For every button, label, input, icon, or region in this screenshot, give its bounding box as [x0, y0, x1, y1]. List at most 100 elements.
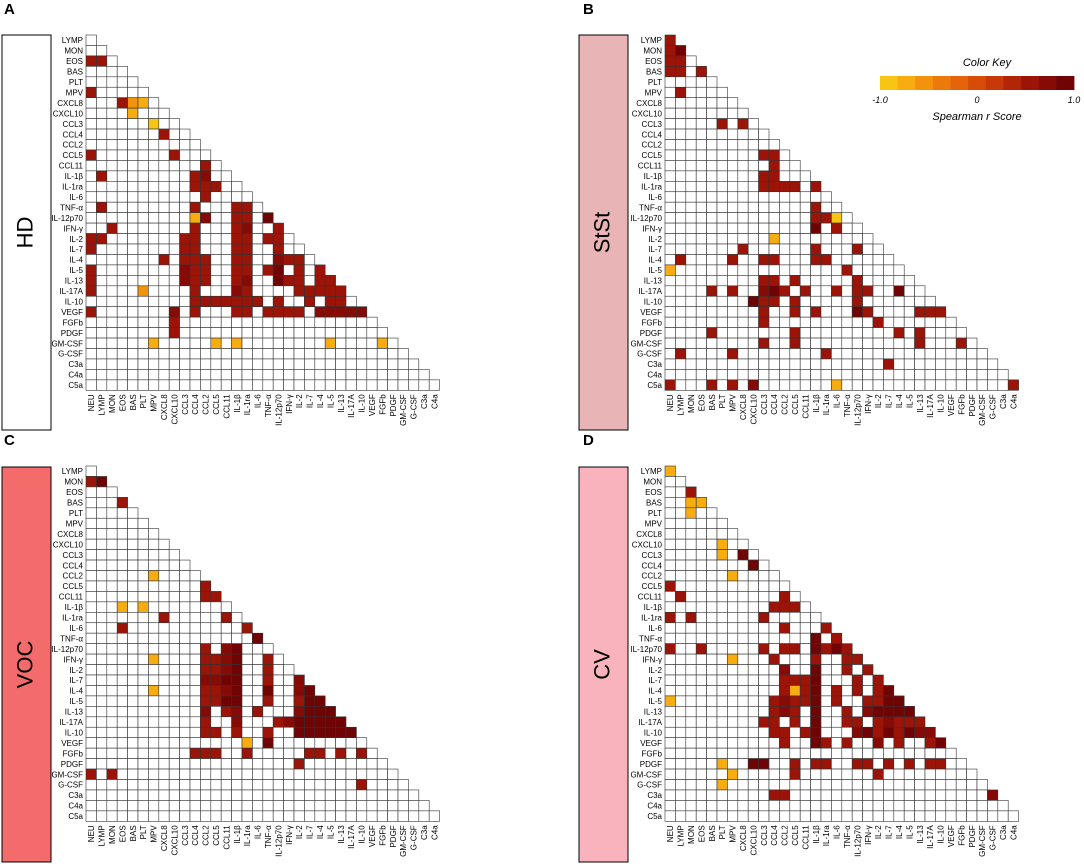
heatmap-cell-colored: [232, 665, 242, 675]
heatmap-cell: [894, 307, 904, 317]
heatmap-cell: [315, 369, 325, 379]
heatmap-cell: [748, 571, 758, 581]
heatmap-cell: [336, 769, 346, 779]
heatmap-cell: [883, 380, 893, 390]
heatmap-cell-colored: [325, 286, 335, 296]
heatmap-cell: [96, 811, 106, 821]
correlation-figure: AHDLYMPMONEOSBASPLTMPVCXCL8CXCL10CCL3CCL…: [0, 0, 1084, 867]
heatmap-cell: [873, 748, 883, 758]
heatmap-cell: [128, 275, 138, 285]
heatmap-cell: [686, 706, 696, 716]
heatmap-cell-colored: [790, 685, 800, 695]
heatmap-cell-colored: [232, 275, 242, 285]
heatmap-cell: [821, 359, 831, 369]
heatmap-cell-colored: [190, 234, 200, 244]
heatmap-cell: [727, 738, 737, 748]
row-label: IL-10: [644, 728, 663, 737]
heatmap-cell: [138, 685, 148, 695]
heatmap-cell: [696, 359, 706, 369]
heatmap-cell: [159, 181, 169, 191]
heatmap-cell: [159, 633, 169, 643]
row-label: FGFb: [63, 749, 84, 758]
heatmap-cell: [696, 654, 706, 664]
heatmap-cell: [675, 696, 685, 706]
heatmap-cell: [779, 307, 789, 317]
heatmap-cell: [717, 87, 727, 97]
heatmap-cell: [96, 706, 106, 716]
heatmap-cell: [117, 265, 127, 275]
heatmap-cell: [159, 150, 169, 160]
heatmap-cell: [128, 181, 138, 191]
heatmap-cell: [211, 633, 221, 643]
heatmap-cell: [180, 369, 190, 379]
heatmap-cell: [831, 265, 841, 275]
heatmap-cell-colored: [273, 244, 283, 254]
heatmap-cell: [665, 234, 675, 244]
heatmap-cell: [86, 529, 96, 539]
heatmap-cell: [96, 623, 106, 633]
heatmap-cell-colored: [336, 296, 346, 306]
heatmap-cell: [148, 550, 158, 560]
heatmap-cell: [148, 790, 158, 800]
column-label: CCL11: [801, 394, 810, 419]
column-label: TNF-α: [264, 394, 273, 417]
heatmap-cell: [707, 665, 717, 675]
heatmap-cell: [956, 811, 966, 821]
column-label: GM-CSF: [978, 825, 987, 857]
heatmap-cell: [821, 748, 831, 758]
heatmap-cell: [831, 665, 841, 675]
heatmap-cell: [325, 738, 335, 748]
heatmap-cell: [686, 581, 696, 591]
heatmap-cell-colored: [315, 727, 325, 737]
column-label: CCL3: [760, 825, 769, 846]
heatmap-cell: [180, 800, 190, 810]
heatmap-cell: [873, 349, 883, 359]
column-label: IL-10: [937, 825, 946, 844]
heatmap-cell: [738, 571, 748, 581]
heatmap-cell: [200, 380, 210, 390]
heatmap-cell-colored: [779, 665, 789, 675]
heatmap-cell: [107, 380, 117, 390]
column-label: IFN-γ: [864, 394, 873, 414]
heatmap-cell: [863, 675, 873, 685]
heatmap-cell: [779, 349, 789, 359]
row-label: IL-6: [648, 624, 662, 633]
heatmap-cell: [107, 359, 117, 369]
heatmap-cell: [367, 790, 377, 800]
row-label: CCL4: [63, 130, 84, 139]
row-label: IL-6: [648, 193, 662, 202]
heatmap-cell: [107, 602, 117, 612]
heatmap-cell: [294, 780, 304, 790]
heatmap-cell: [273, 654, 283, 664]
heatmap-cell: [686, 56, 696, 66]
heatmap-cell: [686, 529, 696, 539]
heatmap-cell: [304, 359, 314, 369]
heatmap-cell-colored: [263, 696, 273, 706]
heatmap-cell: [852, 696, 862, 706]
row-label: IL-17A: [638, 718, 662, 727]
heatmap-cell: [346, 369, 356, 379]
row-label: TNF-α: [60, 203, 83, 212]
heatmap-cell: [769, 349, 779, 359]
heatmap-cell: [675, 706, 685, 716]
heatmap-cell: [128, 811, 138, 821]
heatmap-cell-colored: [748, 380, 758, 390]
heatmap-cell: [242, 696, 252, 706]
heatmap-cell-colored: [863, 307, 873, 317]
heatmap-cell: [304, 328, 314, 338]
heatmap-cell: [769, 675, 779, 685]
column-label: IL-5: [905, 394, 914, 408]
heatmap-cell: [138, 87, 148, 97]
heatmap-cell: [696, 275, 706, 285]
heatmap-cell: [169, 800, 179, 810]
column-label: PLT: [139, 394, 148, 408]
heatmap-cell: [696, 612, 706, 622]
heatmap-cell: [346, 748, 356, 758]
heatmap-cell: [96, 685, 106, 695]
heatmap-cell: [211, 328, 221, 338]
heatmap-cell: [180, 811, 190, 821]
heatmap-cell: [717, 769, 727, 779]
heatmap-cell: [675, 223, 685, 233]
heatmap-cell: [96, 529, 106, 539]
heatmap-cell: [727, 328, 737, 338]
